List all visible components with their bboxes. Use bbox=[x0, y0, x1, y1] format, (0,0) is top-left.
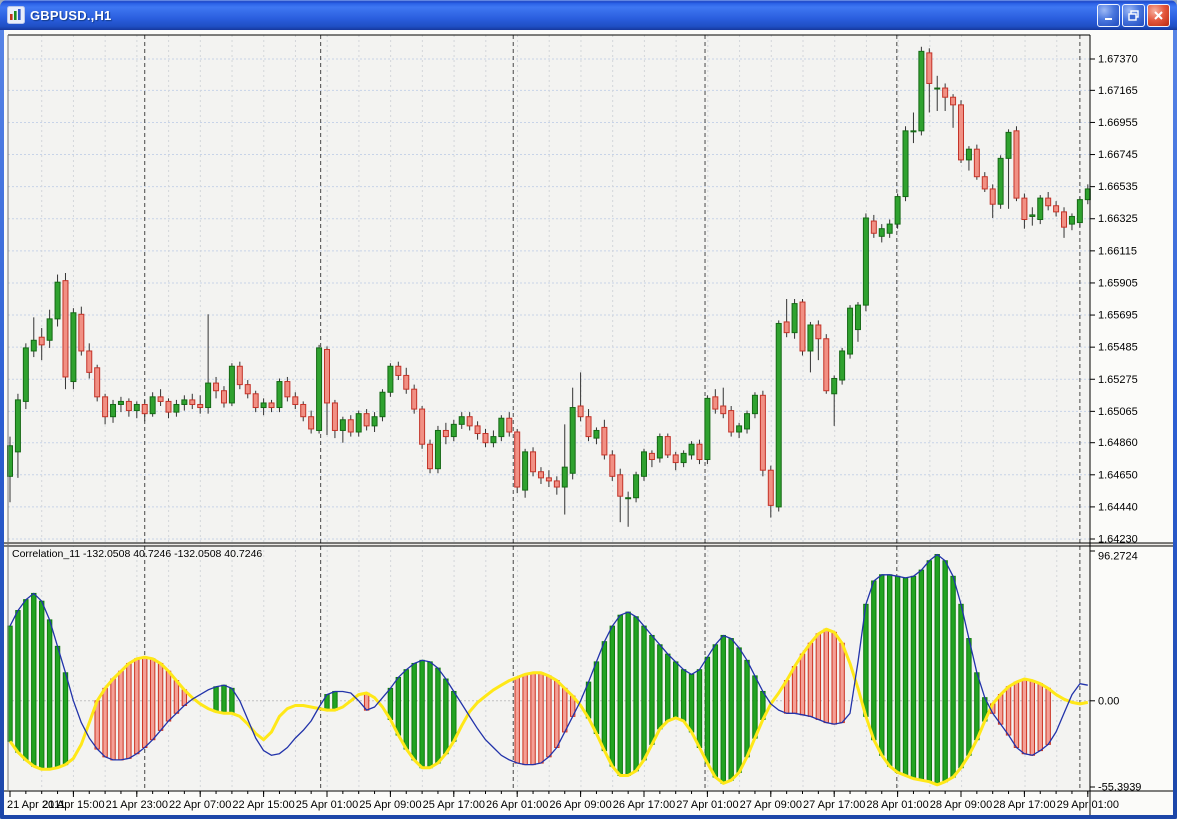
close-icon bbox=[1154, 10, 1163, 20]
svg-text:1.65695: 1.65695 bbox=[1098, 310, 1138, 322]
svg-text:21 Apr 15:00: 21 Apr 15:00 bbox=[42, 799, 104, 811]
svg-text:28 Apr 01:00: 28 Apr 01:00 bbox=[866, 799, 928, 811]
svg-text:1.65275: 1.65275 bbox=[1098, 374, 1138, 386]
price-axis[interactable]: 1.67370 1.67165 1.66955 1.66745 1.66535 1.663… bbox=[1090, 54, 1138, 546]
chart-borders bbox=[4, 34, 1173, 815]
chart-client-area: 1.67370 1.67165 1.66955 1.66745 1.66535 1.663… bbox=[4, 30, 1173, 815]
titlebar-buttons bbox=[1095, 3, 1170, 27]
candles-series bbox=[7, 46, 1091, 527]
pane-divider[interactable] bbox=[4, 543, 1173, 546]
svg-text:1.66955: 1.66955 bbox=[1098, 117, 1138, 129]
svg-text:21 Apr 2011: 21 Apr 2011 bbox=[7, 799, 66, 811]
correlation-blue-line bbox=[9, 553, 1088, 766]
svg-text:25 Apr 09:00: 25 Apr 09:00 bbox=[359, 799, 421, 811]
svg-text:27 Apr 09:00: 27 Apr 09:00 bbox=[740, 799, 802, 811]
svg-text:1.64440: 1.64440 bbox=[1098, 501, 1138, 513]
window-title: GBPUSD.,H1 bbox=[30, 7, 112, 23]
grid bbox=[8, 35, 1090, 790]
correlation-yellow-line bbox=[8, 627, 1089, 787]
restore-icon bbox=[1128, 9, 1139, 21]
svg-text:1.66745: 1.66745 bbox=[1098, 149, 1138, 161]
svg-text:26 Apr 01:00: 26 Apr 01:00 bbox=[486, 799, 548, 811]
svg-text:1.64650: 1.64650 bbox=[1098, 469, 1138, 481]
svg-text:1.67370: 1.67370 bbox=[1098, 54, 1138, 66]
close-button[interactable] bbox=[1147, 3, 1170, 27]
svg-text:1.66535: 1.66535 bbox=[1098, 181, 1138, 193]
svg-text:26 Apr 17:00: 26 Apr 17:00 bbox=[613, 799, 675, 811]
svg-text:26 Apr 09:00: 26 Apr 09:00 bbox=[549, 799, 611, 811]
svg-text:27 Apr 17:00: 27 Apr 17:00 bbox=[803, 799, 865, 811]
price-chart-canvas[interactable]: 1.67370 1.67165 1.66955 1.66745 1.66535 1.663… bbox=[4, 30, 1173, 815]
svg-text:28 Apr 09:00: 28 Apr 09:00 bbox=[930, 799, 992, 811]
svg-text:1.66115: 1.66115 bbox=[1098, 245, 1137, 257]
svg-text:96.2724: 96.2724 bbox=[1098, 551, 1138, 563]
svg-text:28 Apr 17:00: 28 Apr 17:00 bbox=[993, 799, 1055, 811]
main-plot-background bbox=[8, 35, 1090, 543]
svg-text:1.67165: 1.67165 bbox=[1098, 85, 1138, 97]
svg-text:0.00: 0.00 bbox=[1098, 695, 1119, 707]
minimize-icon bbox=[1105, 17, 1112, 20]
minimize-button[interactable] bbox=[1097, 3, 1120, 27]
svg-text:1.66325: 1.66325 bbox=[1098, 213, 1138, 225]
svg-text:27 Apr 01:00: 27 Apr 01:00 bbox=[676, 799, 738, 811]
indicator-label: Correlation_11 -132.0508 40.7246 -132.05… bbox=[12, 548, 262, 560]
svg-text:25 Apr 17:00: 25 Apr 17:00 bbox=[423, 799, 485, 811]
svg-text:1.64860: 1.64860 bbox=[1098, 437, 1138, 449]
svg-text:21 Apr 23:00: 21 Apr 23:00 bbox=[106, 799, 168, 811]
svg-text:1.65065: 1.65065 bbox=[1098, 406, 1138, 418]
svg-text:22 Apr 07:00: 22 Apr 07:00 bbox=[169, 799, 231, 811]
svg-text:1.65905: 1.65905 bbox=[1098, 277, 1138, 289]
indicator-axis[interactable]: 96.2724 0.00 -55.3939 bbox=[1090, 550, 1141, 794]
svg-text:25 Apr 01:00: 25 Apr 01:00 bbox=[296, 799, 358, 811]
maximize-button[interactable] bbox=[1122, 3, 1145, 27]
title-bar[interactable]: GBPUSD.,H1 bbox=[0, 0, 1177, 30]
window-icon[interactable] bbox=[7, 6, 25, 24]
svg-text:1.64230: 1.64230 bbox=[1098, 534, 1138, 546]
svg-text:-55.3939: -55.3939 bbox=[1098, 782, 1141, 794]
svg-text:1.65485: 1.65485 bbox=[1098, 342, 1138, 354]
svg-text:22 Apr 15:00: 22 Apr 15:00 bbox=[232, 799, 294, 811]
svg-text:29 Apr 01:00: 29 Apr 01:00 bbox=[1057, 799, 1119, 811]
